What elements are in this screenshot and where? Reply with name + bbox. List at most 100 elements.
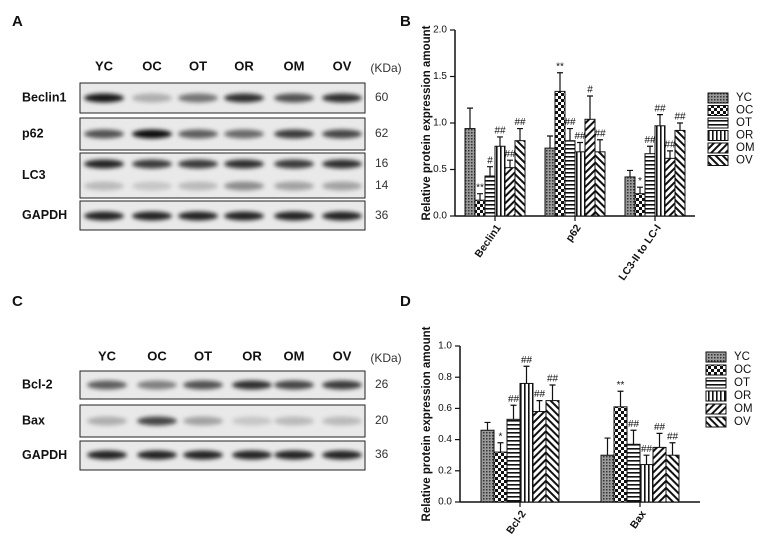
error-bar [567, 127, 573, 141]
significance-mark: ## [644, 135, 656, 146]
significance-mark: ## [504, 149, 516, 160]
significance-mark: ## [508, 394, 520, 405]
bar [639, 464, 654, 503]
legend-swatch [705, 416, 727, 428]
kda-label: 26 [375, 377, 389, 391]
error-bar [547, 135, 553, 149]
kda-unit: (KDa) [370, 351, 401, 365]
band [87, 450, 127, 460]
protein-name: p62 [22, 126, 44, 140]
error-bar [604, 437, 611, 456]
band [322, 450, 362, 460]
band [84, 181, 124, 191]
bar [652, 446, 667, 503]
legend-label: OC [734, 364, 751, 376]
lane-label: OT [194, 348, 212, 363]
significance-mark: # [487, 155, 493, 166]
significance-mark: ## [514, 117, 526, 128]
kda-label: 36 [375, 447, 389, 461]
band [178, 211, 218, 221]
bar [519, 382, 534, 503]
kda-label: 62 [375, 126, 389, 140]
legend-swatch [707, 117, 729, 129]
band [322, 416, 362, 426]
band [274, 181, 314, 191]
significance-mark: ## [674, 112, 686, 123]
bar [532, 411, 547, 503]
y-tick-label: 0.2 [438, 465, 452, 476]
bar [626, 443, 641, 503]
band [224, 93, 264, 103]
kda-unit: (KDa) [370, 61, 401, 75]
blot-strip [79, 82, 366, 114]
x-tick-label: Bax [628, 508, 649, 531]
significance-mark: ## [574, 131, 586, 142]
panel-letter: B [400, 13, 411, 30]
band [224, 181, 264, 191]
blot-strip [79, 117, 366, 151]
bar [665, 454, 680, 503]
band [232, 450, 272, 460]
x-tick-label: p62 [564, 222, 584, 244]
error-bar [667, 150, 673, 159]
legend-swatch [705, 351, 727, 363]
y-tick-label: 0.0 [438, 497, 452, 508]
y-tick-label: 0.6 [438, 403, 452, 414]
band [87, 416, 127, 426]
y-tick-label: 0.0 [433, 211, 447, 222]
significance-mark: ## [594, 128, 606, 139]
lane-label: OV [333, 58, 352, 73]
bar [474, 199, 486, 217]
band [322, 211, 362, 221]
band [137, 380, 177, 390]
bar [624, 176, 636, 217]
error-bar [643, 454, 650, 465]
bar [480, 429, 495, 503]
kda-label: 16 [375, 156, 389, 170]
y-tick-label: 1.0 [433, 118, 447, 129]
bar [613, 406, 628, 503]
band [274, 93, 314, 103]
y-axis-title: Relative protein expression amount [421, 326, 433, 521]
protein-name: Bax [22, 413, 45, 427]
band [132, 93, 172, 103]
legend-swatch [705, 364, 727, 376]
bar [493, 451, 508, 503]
band [84, 159, 124, 169]
lane-label: OM [284, 348, 305, 363]
lane-label: YC [95, 58, 114, 73]
lane-label: OT [189, 58, 207, 73]
significance-mark: ## [654, 422, 666, 433]
band [137, 450, 177, 460]
significance-mark: ## [654, 103, 666, 114]
band [84, 93, 124, 103]
significance-mark: * [499, 431, 503, 442]
significance-mark: ## [667, 431, 679, 442]
band [232, 380, 272, 390]
lane-label: OC [142, 58, 162, 73]
significance-mark: ## [534, 389, 546, 400]
legend-label: OT [736, 117, 752, 129]
blot-strip [79, 200, 366, 231]
legend-label: OM [734, 403, 753, 415]
lane-label: YC [98, 348, 117, 363]
band [274, 380, 314, 390]
y-tick-label: 0.8 [438, 372, 452, 383]
band [132, 211, 172, 221]
x-tick-label: Bcl-2 [504, 508, 529, 536]
bar [664, 157, 676, 217]
error-bar [536, 400, 543, 412]
bar [484, 175, 496, 217]
error-bar [637, 186, 643, 194]
band [274, 159, 314, 169]
legend-label: OV [736, 155, 753, 167]
bar [600, 454, 615, 503]
error-bar [497, 442, 504, 453]
band [137, 416, 177, 426]
band [183, 416, 223, 426]
lane-label: OM [284, 58, 305, 73]
panel-letter: D [400, 293, 411, 310]
error-bar [577, 141, 583, 152]
protein-name: LC3 [22, 168, 46, 182]
